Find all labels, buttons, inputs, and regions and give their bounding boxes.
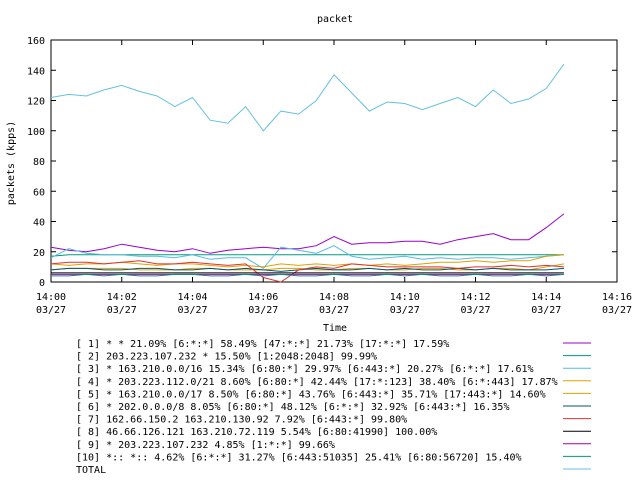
- x-tick-date: 03/27: [107, 305, 137, 316]
- x-tick-date: 03/27: [177, 305, 207, 316]
- x-tick-time: 14:08: [319, 292, 349, 303]
- series-line-11: [50, 63, 565, 132]
- y-tick-label: 40: [33, 218, 45, 229]
- legend-label: TOTAL: [76, 465, 106, 476]
- legend-label: [ 6] * 202.0.0.0/8 8.05% [6:80:*] 48.12%…: [76, 402, 509, 413]
- x-axis-label: Time: [323, 323, 347, 334]
- x-tick-date: 03/27: [602, 305, 632, 316]
- chart-title: packet: [317, 14, 353, 25]
- x-tick-time: 14:06: [248, 292, 278, 303]
- series-line-10: [51, 273, 564, 277]
- x-tick-time: 14:12: [460, 292, 490, 303]
- y-tick-label: 120: [27, 97, 45, 108]
- x-tick-time: 14:16: [602, 292, 632, 303]
- x-tick-time: 14:10: [390, 292, 420, 303]
- x-tick-time: 14:14: [531, 292, 561, 303]
- legend-label: [10] *:: *:: 4.62% [6:*:*] 31.27% [6:443…: [76, 452, 522, 463]
- x-tick-time: 14:02: [107, 292, 137, 303]
- series-line-2: [50, 254, 564, 257]
- y-tick-label: 140: [27, 66, 45, 77]
- y-tick-label: 60: [33, 187, 45, 198]
- x-tick-date: 03/27: [36, 305, 66, 316]
- legend-label: [ 2] 203.223.107.232 * 15.50% [1:2048:20…: [76, 352, 377, 363]
- y-tick-label: 80: [33, 157, 45, 168]
- x-tick-time: 14:00: [36, 292, 66, 303]
- series-line-4: [50, 254, 564, 268]
- series-line-6: [50, 267, 564, 272]
- x-tick-time: 14:04: [177, 292, 207, 303]
- legend-label: [ 5] * 163.210.0.0/17 8.50% [6:80:*] 43.…: [76, 389, 546, 400]
- y-tick-label: 160: [27, 36, 45, 47]
- legend-label: [ 8] 46.66.126.121 163.210.72.119 5.54% …: [76, 427, 437, 438]
- x-tick-date: 03/27: [248, 305, 278, 316]
- x-tick-date: 03/27: [390, 305, 420, 316]
- series-line-1: [50, 213, 565, 254]
- y-axis-label: packets (kpps): [6, 121, 17, 205]
- x-tick-date: 03/27: [319, 305, 349, 316]
- legend-label: [ 7] 162.66.150.2 163.210.130.92 7.92% […: [76, 415, 407, 426]
- legend-label: [ 9] * 203.223.107.232 4.85% [1:*:*] 99.…: [76, 440, 335, 451]
- series-line-7: [50, 260, 564, 283]
- x-tick-date: 03/27: [531, 305, 561, 316]
- x-tick-date: 03/27: [460, 305, 490, 316]
- series-line-3: [50, 245, 564, 270]
- legend-label: [ 3] * 163.210.0.0/16 15.34% [6:80:*] 29…: [76, 364, 534, 375]
- y-tick-label: 20: [33, 248, 45, 259]
- y-tick-label: 100: [27, 127, 45, 138]
- y-tick-label: 0: [39, 278, 45, 289]
- legend-label: [ 4] * 203.223.112.0/21 8.60% [6:80:*] 4…: [76, 377, 558, 388]
- legend-label: [ 1] * * 21.09% [6:*:*] 58.49% [47:*:*] …: [76, 339, 449, 350]
